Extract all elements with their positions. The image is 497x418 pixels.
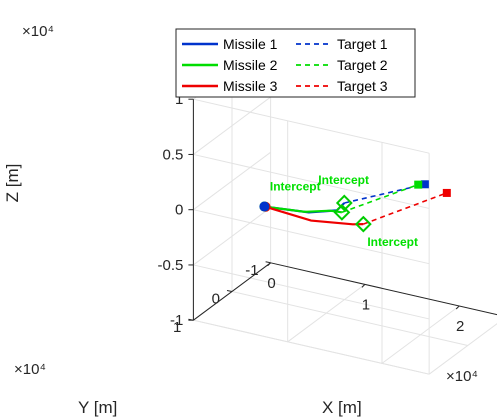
x-axis-label: X [m]: [322, 398, 362, 417]
markers-group: [259, 180, 451, 233]
grid-line: [193, 319, 430, 375]
legend-label: Target 2: [337, 57, 388, 73]
grid-line: [193, 209, 430, 265]
x-tick-label: 2: [456, 318, 464, 335]
grid: [192, 41, 497, 375]
y-tick: [226, 290, 233, 292]
z-tick-label: -0.5: [158, 257, 184, 274]
y-exponent: ×10⁴: [14, 361, 46, 378]
x-exponent-label: ×10⁴: [446, 368, 478, 385]
series-line-missile-3: [265, 205, 364, 226]
z-tick-label: -1: [170, 312, 183, 329]
x-tick: [455, 305, 460, 310]
z-exponent: ×10⁴: [22, 23, 54, 40]
legend-label: Missile 2: [223, 57, 278, 73]
y-axis-label: Y [m]: [78, 398, 117, 417]
y-tick-label: -1: [245, 262, 258, 279]
x-tick: [267, 262, 271, 267]
series-line-target-2: [341, 183, 419, 214]
series-line-target-1: [344, 183, 426, 204]
x-exponent: ×10⁴: [446, 368, 478, 385]
x-tick: [361, 284, 366, 288]
y-tick: [265, 261, 271, 264]
grid-line: [193, 153, 430, 209]
launch-marker: [259, 201, 270, 212]
target-marker: [414, 180, 423, 189]
grid-line: [193, 264, 430, 320]
intercept-marker: [354, 215, 372, 233]
intercept-marker: [333, 203, 351, 221]
x-tick-label: 1: [362, 296, 370, 313]
legend-label: Missile 3: [223, 78, 278, 94]
legend: Missile 1 Target 1 Missile 2 Target 2 Missil…: [175, 28, 416, 98]
intercept-annotation: Intercept: [367, 235, 418, 249]
intercept-annotation: Intercept: [318, 173, 369, 187]
y-tick-label: 0: [212, 291, 220, 308]
grid-line: [193, 98, 430, 154]
target-marker: [442, 188, 451, 197]
legend-label: Target 3: [337, 78, 388, 94]
z-exponent-label: ×10⁴: [22, 23, 54, 40]
z-tick-label: 1: [175, 91, 183, 108]
legend-label: Missile 1: [223, 36, 278, 52]
intercept-marker: [335, 194, 353, 212]
grid-line: [231, 291, 468, 346]
z-axis-label: Z [m]: [3, 164, 22, 203]
series-line-target-3: [363, 192, 448, 225]
intercept-annotation: Intercept: [270, 179, 321, 193]
ticks: 012-101-1-0.500.51: [158, 91, 465, 336]
y-exponent-label: ×10⁴: [14, 361, 46, 378]
x-axis-line: [270, 262, 497, 316]
x-tick-label: 0: [267, 275, 275, 292]
target-marker: [420, 180, 429, 189]
z-tick-label: 0: [175, 202, 183, 219]
z-tick-label: 0.5: [163, 146, 184, 163]
legend-label: Target 1: [337, 36, 388, 52]
y-tick-label: 1: [173, 319, 181, 336]
